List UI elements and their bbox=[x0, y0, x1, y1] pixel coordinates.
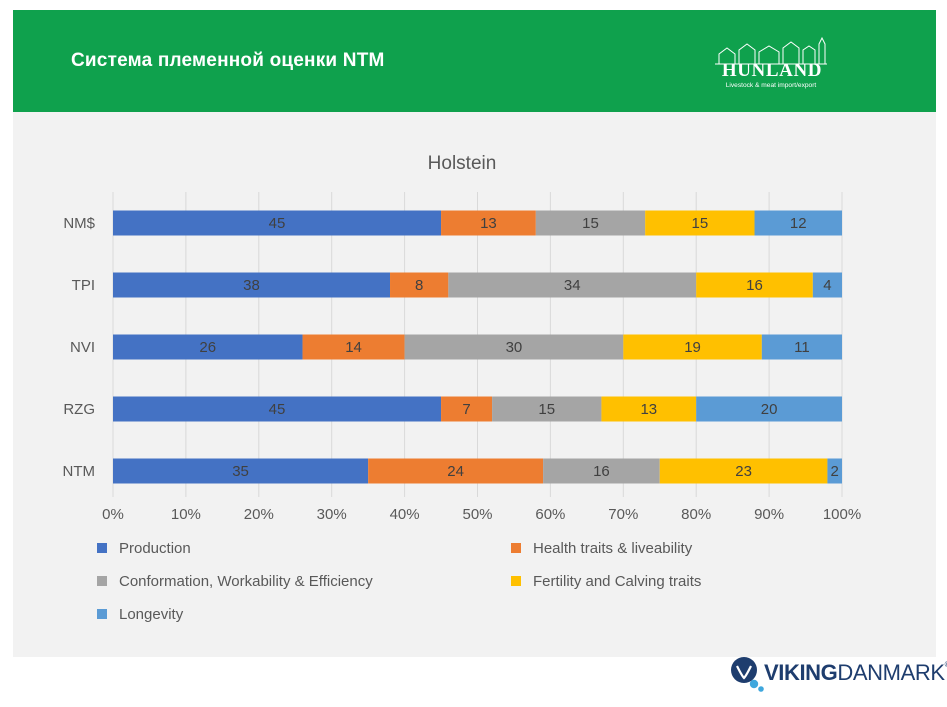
hunland-tagline: Livestock & meat import/export bbox=[725, 82, 817, 89]
bar-segment bbox=[812, 272, 842, 298]
bar-segment bbox=[113, 458, 369, 484]
bar-segment bbox=[368, 458, 544, 484]
x-tick-label: 40% bbox=[390, 506, 420, 523]
x-tick-label: 90% bbox=[754, 506, 784, 523]
data-label: 16 bbox=[593, 463, 610, 480]
bar-segment bbox=[761, 334, 842, 360]
danmark-text: DANMARK bbox=[837, 660, 945, 685]
x-tick-label: 100% bbox=[823, 506, 861, 523]
data-label: 15 bbox=[538, 401, 555, 418]
slide-header: Система племенной оценки NTM HUNLAND Liv… bbox=[13, 10, 936, 112]
data-label: 13 bbox=[640, 401, 657, 418]
bar-segment bbox=[696, 272, 813, 298]
legend-label: Fertility and Calving traits bbox=[533, 573, 701, 590]
viking-drop-icon bbox=[731, 657, 764, 692]
bar-segment bbox=[448, 272, 697, 298]
bar-segment bbox=[754, 210, 842, 236]
bar-segment bbox=[113, 210, 442, 236]
bar-segment bbox=[535, 210, 646, 236]
legend-label: Health traits & liveability bbox=[533, 540, 693, 557]
x-tick-label: 70% bbox=[608, 506, 638, 523]
data-label: 34 bbox=[564, 277, 581, 294]
chart-title: Holstein bbox=[428, 153, 497, 174]
category-axis: NM$ TPI NVI RZG NTM bbox=[63, 215, 96, 480]
legend: Production Health traits & liveability Con… bbox=[97, 540, 701, 623]
data-label: 8 bbox=[415, 277, 423, 294]
farm-buildings-icon bbox=[715, 36, 827, 65]
category-label: TPI bbox=[72, 277, 95, 294]
legend-label: Conformation, Workability & Efficiency bbox=[119, 573, 373, 590]
data-label: 26 bbox=[199, 339, 216, 356]
bars: 45 13 15 15 12 38 8 34 16 4 26 14 30 19 11 45 7 15 13 20 35 2… bbox=[113, 210, 842, 484]
bar-segment bbox=[696, 396, 842, 422]
bar-segment bbox=[302, 334, 405, 360]
data-label: 23 bbox=[735, 463, 752, 480]
data-label: 45 bbox=[269, 215, 286, 232]
x-tick-label: 0% bbox=[102, 506, 124, 523]
legend-swatch bbox=[511, 576, 521, 586]
hunland-logo: HUNLAND Livestock & meat import/export bbox=[711, 36, 831, 96]
bar-segment bbox=[492, 396, 602, 422]
registered-mark: ® bbox=[945, 660, 947, 669]
x-tick-label: 20% bbox=[244, 506, 274, 523]
x-tick-label: 60% bbox=[535, 506, 565, 523]
chart-panel: Holstein 45 13 15 15 12 38 8 34 16 4 26 14 30 19 11 45 7… bbox=[13, 112, 936, 657]
data-label: 24 bbox=[447, 463, 464, 480]
bar-segment bbox=[441, 396, 493, 422]
category-label: NM$ bbox=[63, 215, 95, 232]
legend-swatch bbox=[97, 609, 107, 619]
vikingdanmark-wordmark: VIKINGDANMARK® bbox=[764, 660, 947, 686]
bar-segment bbox=[113, 396, 442, 422]
bar-segment bbox=[659, 458, 828, 484]
vikingdanmark-logo: VIKINGDANMARK® bbox=[728, 652, 947, 696]
data-label: 11 bbox=[794, 339, 810, 356]
data-label: 13 bbox=[480, 215, 497, 232]
x-tick-label: 50% bbox=[462, 506, 492, 523]
legend-swatch bbox=[97, 543, 107, 553]
x-tick-label: 30% bbox=[317, 506, 347, 523]
data-label: 15 bbox=[582, 215, 599, 232]
hunland-wordmark: HUNLAND bbox=[721, 60, 823, 81]
data-label: 4 bbox=[823, 277, 831, 294]
x-axis: 0% 10% 20% 30% 40% 50% 60% 70% 80% 90% 100% bbox=[102, 506, 861, 523]
legend-swatch bbox=[97, 576, 107, 586]
bar-segment bbox=[827, 458, 842, 484]
legend-label: Longevity bbox=[119, 606, 184, 623]
category-label: NVI bbox=[70, 339, 95, 356]
slide-title: Система племенной оценки NTM bbox=[71, 50, 385, 71]
bar-segment bbox=[390, 272, 449, 298]
category-label: RZG bbox=[63, 401, 95, 418]
data-label: 7 bbox=[462, 401, 470, 418]
data-label: 20 bbox=[761, 401, 778, 418]
data-label: 2 bbox=[831, 463, 839, 480]
bar-segment bbox=[404, 334, 624, 360]
data-label: 30 bbox=[506, 339, 523, 356]
x-tick-label: 10% bbox=[171, 506, 201, 523]
legend-label: Production bbox=[119, 540, 191, 557]
data-label: 45 bbox=[269, 401, 286, 418]
bar-segment bbox=[113, 334, 303, 360]
x-tick-label: 80% bbox=[681, 506, 711, 523]
data-label: 38 bbox=[243, 277, 260, 294]
stacked-bar-chart: Holstein 45 13 15 15 12 38 8 34 16 4 26 14 30 19 11 45 7… bbox=[63, 153, 862, 623]
bar-segment bbox=[543, 458, 660, 484]
category-label: NTM bbox=[63, 463, 96, 480]
legend-swatch bbox=[511, 543, 521, 553]
data-label: 14 bbox=[345, 339, 362, 356]
data-label: 15 bbox=[692, 215, 709, 232]
bar-segment bbox=[601, 396, 697, 422]
bar-segment bbox=[441, 210, 536, 236]
data-label: 35 bbox=[232, 463, 249, 480]
data-label: 12 bbox=[790, 215, 807, 232]
bar-segment bbox=[623, 334, 762, 360]
data-label: 16 bbox=[746, 277, 763, 294]
bar-segment bbox=[113, 272, 391, 298]
viking-bold-text: VIKING bbox=[764, 660, 838, 685]
data-label: 19 bbox=[684, 339, 701, 356]
bar-segment bbox=[645, 210, 755, 236]
